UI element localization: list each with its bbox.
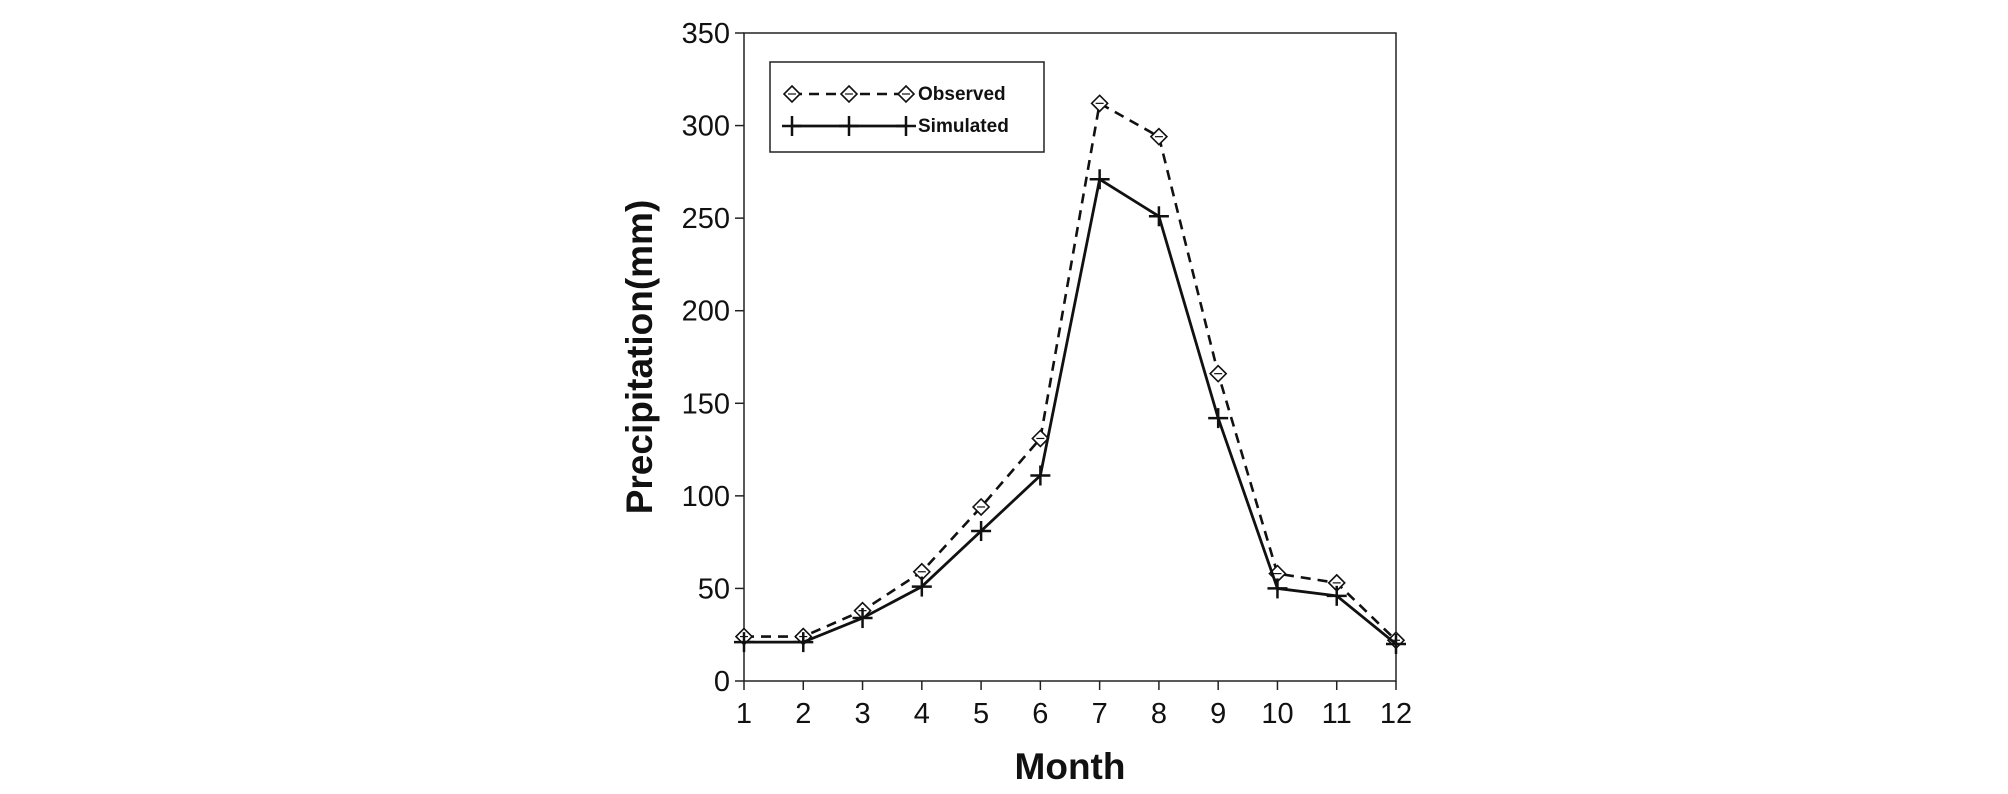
point-simulated bbox=[1326, 585, 1347, 606]
y-tick-label: 250 bbox=[682, 203, 730, 235]
x-tick-label: 12 bbox=[1380, 698, 1412, 730]
series-layer bbox=[734, 94, 1406, 654]
legend-marker-simulated bbox=[839, 116, 859, 136]
x-tick-label: 4 bbox=[914, 698, 930, 730]
point-simulated bbox=[1208, 408, 1229, 429]
y-tick-label: 50 bbox=[698, 573, 730, 605]
point-simulated bbox=[1089, 169, 1110, 190]
x-tick-label: 10 bbox=[1261, 698, 1293, 730]
legend-label-observed: Observed bbox=[918, 84, 1006, 105]
legend-marker-simulated bbox=[896, 116, 916, 136]
series-observed bbox=[734, 94, 1406, 650]
point-observed bbox=[1090, 94, 1109, 113]
legend-item-simulated: Simulated bbox=[782, 116, 1009, 137]
point-simulated bbox=[734, 632, 754, 653]
y-tick-label: 150 bbox=[682, 388, 730, 420]
x-tick-label: 7 bbox=[1092, 698, 1108, 730]
series-line-observed bbox=[744, 102, 1397, 642]
point-observed bbox=[1209, 364, 1228, 383]
x-tick-label: 8 bbox=[1151, 698, 1167, 730]
point-observed bbox=[971, 497, 991, 517]
point-simulated bbox=[1030, 465, 1051, 486]
point-observed bbox=[1149, 127, 1169, 146]
x-axis-title: Month bbox=[1015, 746, 1126, 787]
plot-frame bbox=[743, 32, 1397, 682]
point-simulated bbox=[911, 576, 932, 597]
point-simulated bbox=[1148, 206, 1169, 227]
x-tick-label: 2 bbox=[795, 698, 811, 730]
point-simulated bbox=[971, 521, 992, 542]
x-tick-label: 11 bbox=[1322, 698, 1352, 730]
legend-marker-simulated bbox=[782, 116, 802, 136]
x-tick-label: 6 bbox=[1032, 698, 1048, 730]
series-simulated bbox=[734, 169, 1406, 654]
legend-marker-observed bbox=[896, 84, 916, 104]
x-tick-label: 9 bbox=[1210, 698, 1226, 730]
y-axis-title: Precipitation(mm) bbox=[619, 200, 660, 515]
legend-marker-observed bbox=[839, 84, 859, 104]
legend-box bbox=[769, 61, 1045, 153]
x-axis: 1 2 3 4 5 6 7 8 9 10 11 12 bbox=[736, 681, 1412, 730]
y-tick-label: 350 bbox=[682, 18, 730, 50]
legend-label-simulated: Simulated bbox=[918, 116, 1009, 137]
y-tick-label: 300 bbox=[682, 111, 730, 143]
point-simulated bbox=[852, 608, 873, 629]
series-line-simulated bbox=[744, 177, 1397, 646]
point-observed bbox=[1031, 429, 1050, 448]
point-simulated bbox=[1386, 633, 1406, 654]
legend-item-observed: Observed bbox=[782, 84, 1006, 105]
y-tick-label: 200 bbox=[682, 296, 730, 328]
y-tick-label: 0 bbox=[714, 666, 730, 698]
x-tick-label: 5 bbox=[973, 698, 989, 730]
legend: Observed Simulated bbox=[769, 61, 1045, 153]
point-simulated bbox=[1267, 578, 1288, 599]
x-tick-label: 1 bbox=[736, 698, 752, 730]
x-tick-label: 3 bbox=[854, 698, 870, 730]
y-tick-label: 100 bbox=[682, 481, 730, 513]
point-simulated bbox=[793, 632, 814, 653]
legend-marker-observed bbox=[782, 84, 802, 104]
y-axis: 0 50 100 150 200 250 300 350 bbox=[682, 18, 744, 698]
